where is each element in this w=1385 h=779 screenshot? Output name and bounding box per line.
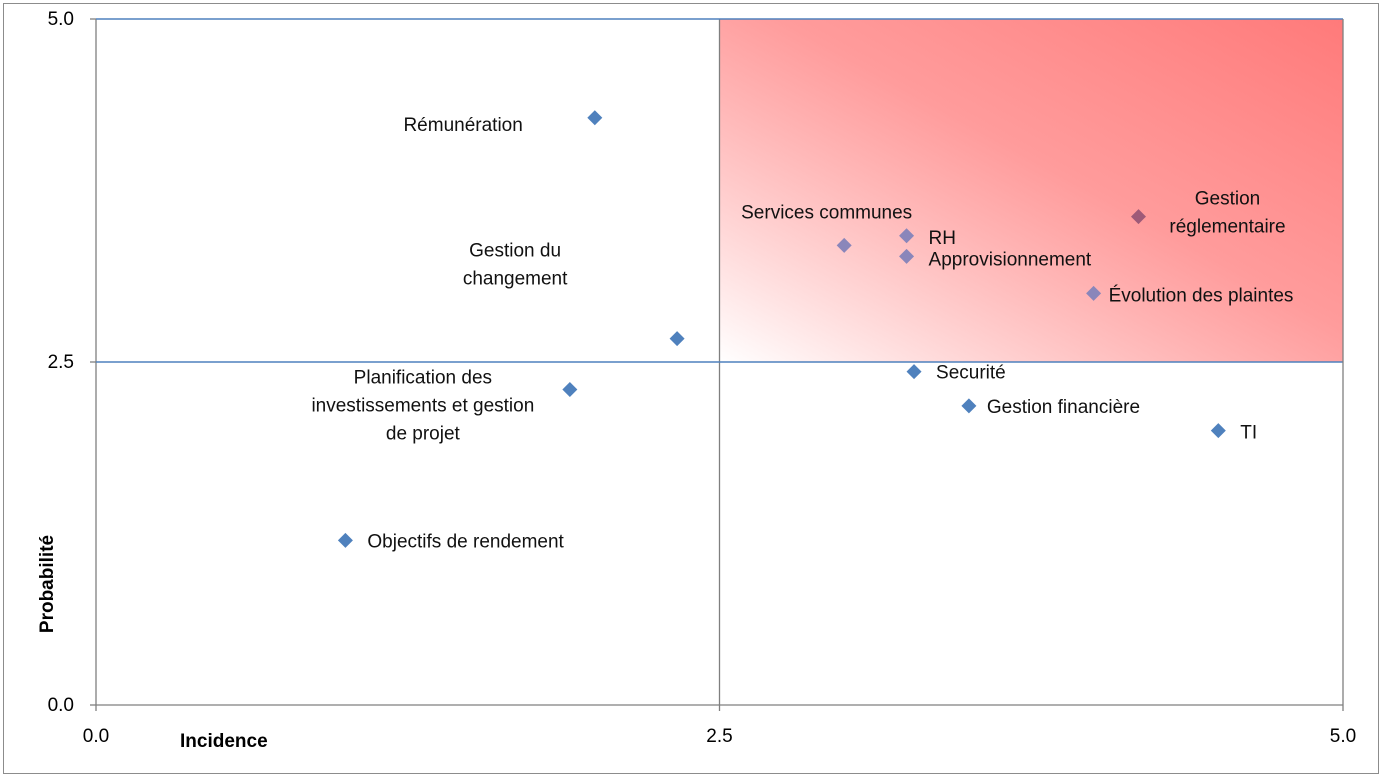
data-point-label: Gestion du changement [463,241,568,290]
data-point-label: Securité [936,363,1006,384]
data-point-marker [669,331,685,347]
data-point-marker [1130,209,1146,225]
data-point-marker [836,237,852,253]
data-point-label: Planification des investissements et gest… [311,367,534,444]
x-axis-title: Incidence [180,731,268,752]
y-axis-title: Probabilité [37,535,58,633]
data-point-marker [899,248,915,264]
data-point-marker [899,228,915,244]
y-tick-label: 0.0 [48,695,74,716]
chart-frame [3,3,1379,774]
data-point-marker [906,364,922,380]
x-tick-label: 5.0 [1330,726,1356,747]
data-point-label: Gestion réglementaire [1169,189,1285,238]
data-point-marker [562,381,578,397]
data-point-marker [1210,423,1226,439]
x-tick-label: 2.5 [706,726,732,747]
y-tick-label: 5.0 [48,9,74,30]
data-point-marker [337,532,353,548]
data-point-label: TI [1240,423,1257,444]
data-point-label: Gestion financière [987,397,1140,418]
data-point-label: Évolution des plaintes [1109,285,1294,306]
highlight-region [719,19,1343,362]
y-tick-label: 2.5 [48,352,74,373]
data-point-label: Services communes [741,202,912,223]
data-point-label: RH [929,228,956,249]
data-point-marker [1086,285,1102,301]
data-point-marker [961,398,977,414]
data-point-label: Rémunération [403,115,522,136]
x-tick-label: 0.0 [83,726,109,747]
data-point-label: Objectifs de rendement [367,531,564,552]
data-point-marker [587,110,603,126]
data-point-label: Approvisionnement [929,249,1092,270]
